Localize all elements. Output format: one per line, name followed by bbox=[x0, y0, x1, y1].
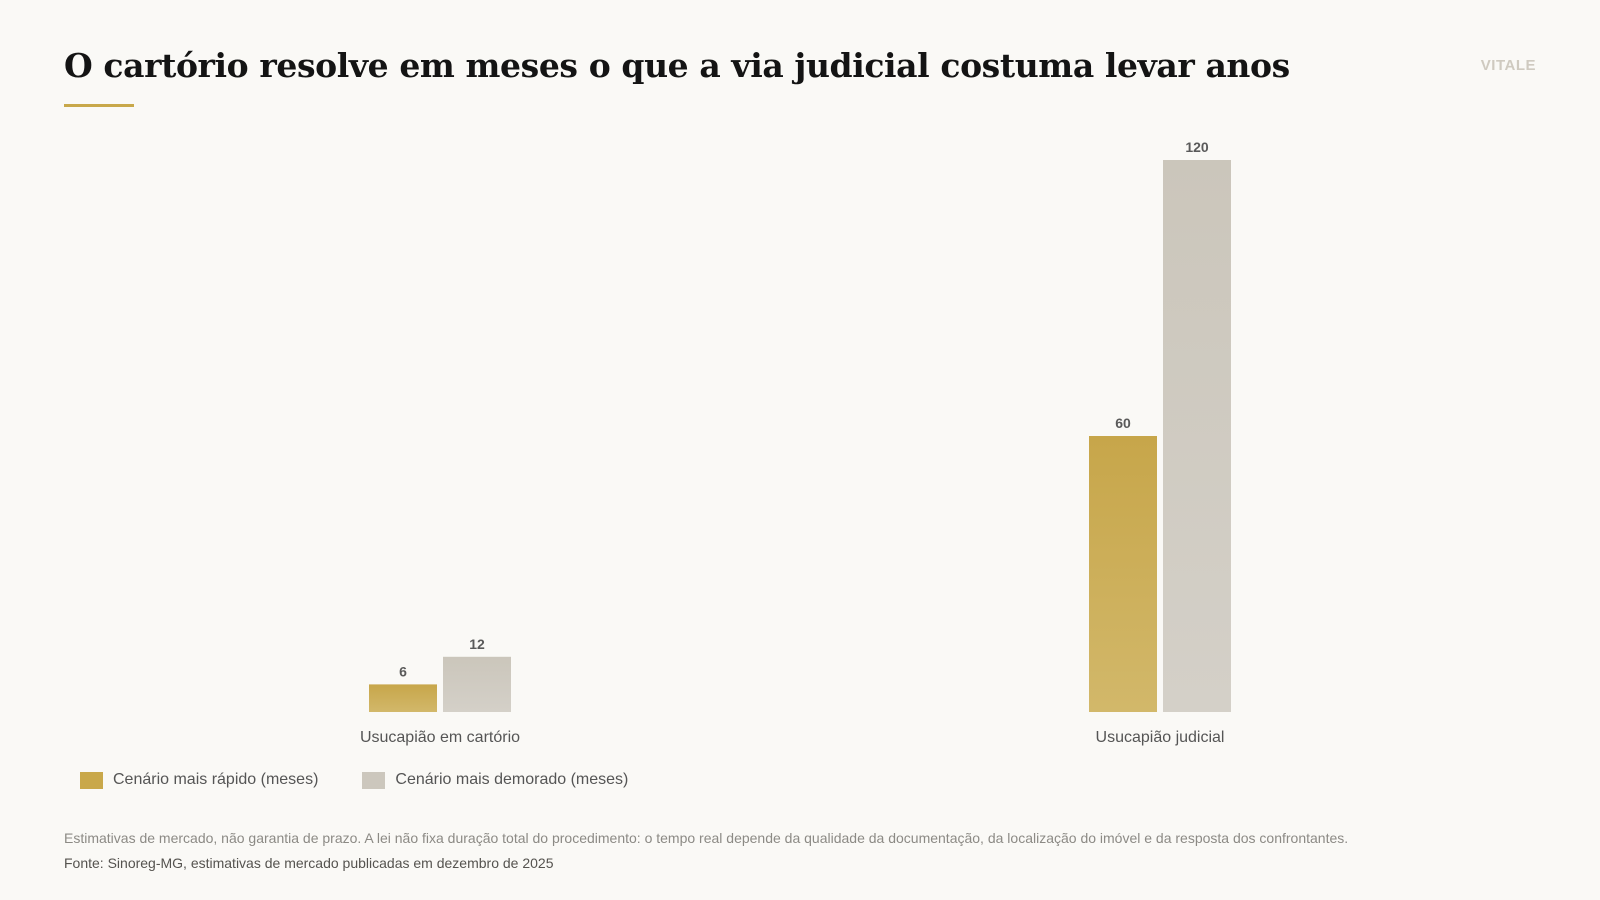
bar-chart: 6 12 Usucapião em cartório 60 120 Usucapião j… bbox=[360, 139, 1231, 746]
chart-source: Fonte: Sinoreg-MG, estimativas de mercad… bbox=[64, 855, 554, 871]
legend-label-slow: Cenário mais demorado (meses) bbox=[395, 771, 629, 788]
bar-fast-judicial bbox=[1089, 436, 1157, 712]
brand-logo: VITALE bbox=[1480, 57, 1536, 74]
bar-slow-judicial bbox=[1163, 160, 1231, 712]
bar-slow-cartorio bbox=[443, 656, 511, 712]
labels-group: 6 12 Usucapião em cartório 60 120 Usucapião j… bbox=[360, 139, 1225, 746]
data-label-fast-judicial: 60 bbox=[1115, 415, 1131, 431]
legend-label-fast: Cenário mais rápido (meses) bbox=[113, 771, 319, 788]
chart-note: Estimativas de mercado, não garantia de … bbox=[64, 830, 1349, 846]
legend-item-slow: Cenário mais demorado (meses) bbox=[362, 771, 628, 789]
legend: Cenário mais rápido (meses) Cenário mais… bbox=[80, 771, 672, 789]
legend-item-fast: Cenário mais rápido (meses) bbox=[80, 771, 318, 789]
bars-group bbox=[369, 160, 1231, 712]
category-label-judicial: Usucapião judicial bbox=[1096, 729, 1225, 746]
data-label-fast-cartorio: 6 bbox=[399, 663, 407, 679]
legend-swatch-fast bbox=[80, 771, 103, 789]
legend-swatch-slow bbox=[362, 771, 386, 789]
data-label-slow-judicial: 120 bbox=[1185, 139, 1209, 155]
category-label-cartorio: Usucapião em cartório bbox=[360, 729, 520, 746]
bar-fast-cartorio bbox=[369, 684, 437, 712]
data-label-slow-cartorio: 12 bbox=[469, 636, 485, 652]
chart-title: O cartório resolve em meses o que a via … bbox=[64, 46, 1290, 85]
title-accent-rule bbox=[64, 104, 134, 107]
